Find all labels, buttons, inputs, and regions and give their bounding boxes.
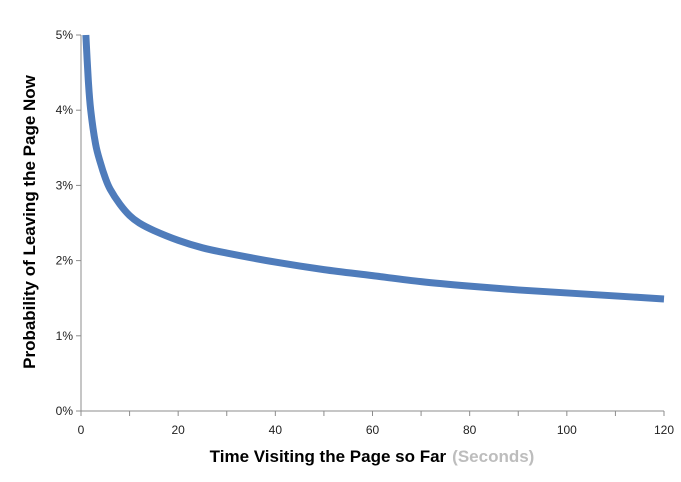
y-axis-title: Probability of Leaving the Page Now — [20, 74, 39, 369]
x-tick-label: 120 — [654, 423, 674, 437]
axes — [76, 34, 665, 416]
x-axis-title: Time Visiting the Page so Far (Seconds) — [210, 447, 535, 466]
y-tick-label: 3% — [56, 178, 74, 192]
series-layer — [82, 34, 665, 303]
series-line-0 — [82, 34, 665, 303]
y-tick-label: 4% — [56, 103, 74, 117]
x-tick-label: 100 — [557, 423, 577, 437]
y-tick-label: 0% — [56, 404, 74, 418]
y-tick-label: 5% — [56, 28, 74, 42]
x-tick-label: 80 — [463, 423, 477, 437]
x-axis-label: Time Visiting the Page so Far — [210, 447, 447, 466]
y-tick-label: 2% — [56, 254, 74, 268]
x-axis-unit: (Seconds) — [452, 447, 534, 466]
x-tick-label: 0 — [78, 423, 85, 437]
tick-labels: 0% 1% 2% 3% 4% 5% 0 20 40 60 80 100 120 — [56, 28, 675, 437]
x-tick-label: 60 — [366, 423, 380, 437]
y-tick-label: 1% — [56, 329, 74, 343]
x-tick-label: 20 — [171, 423, 185, 437]
x-tick-label: 40 — [269, 423, 283, 437]
